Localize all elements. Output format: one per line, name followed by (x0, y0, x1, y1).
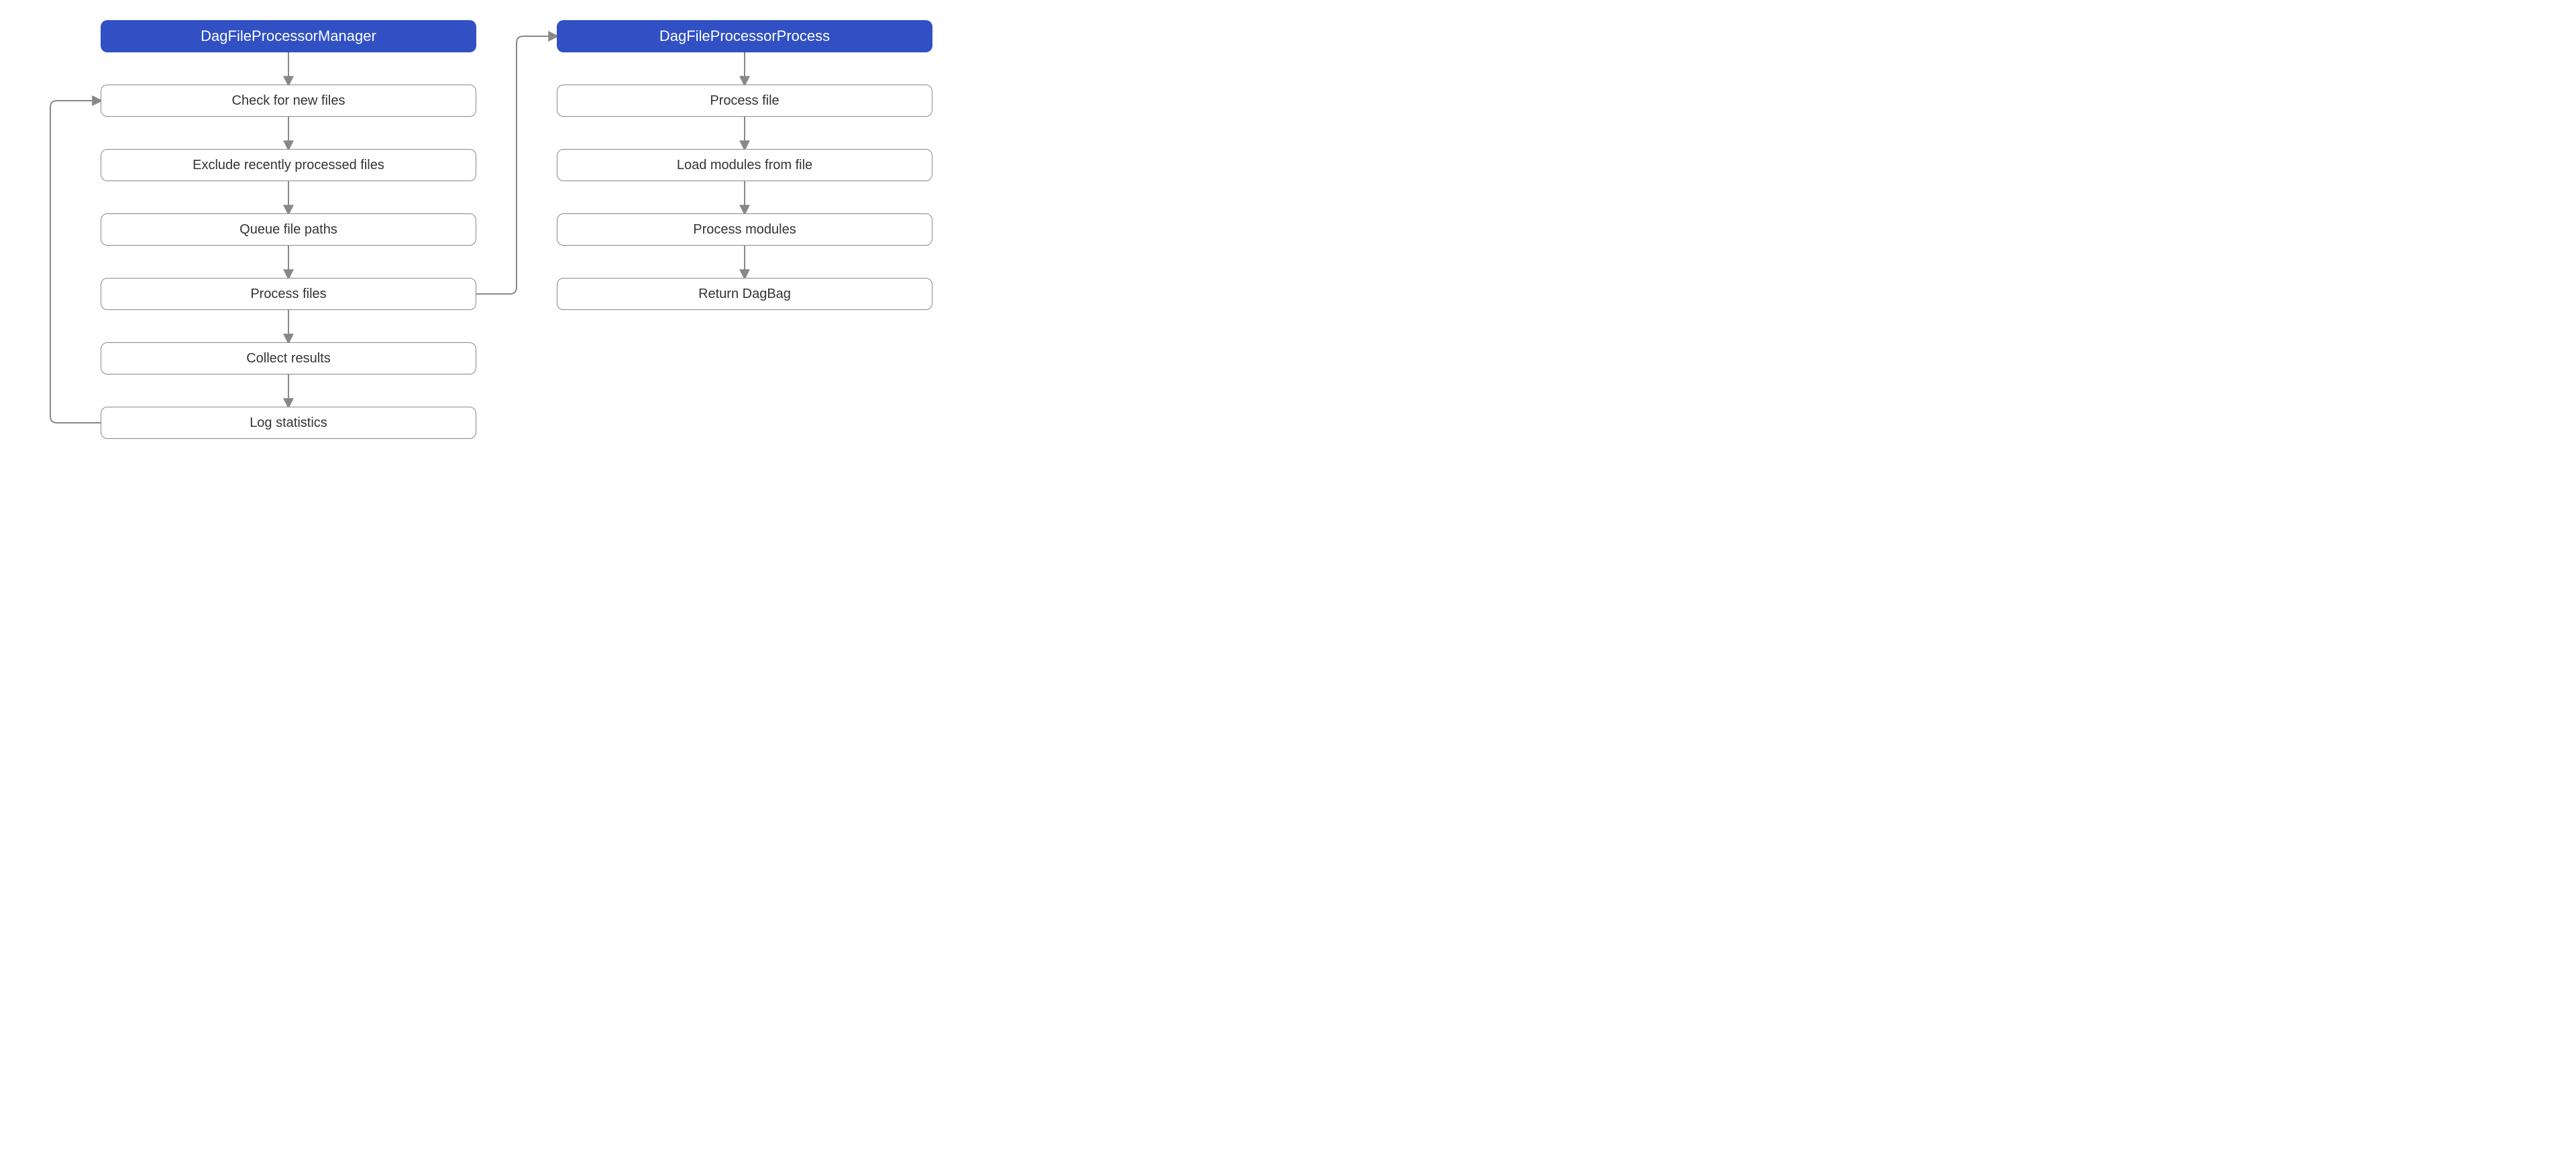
flow-node-excl: Exclude recently processed files (101, 149, 476, 181)
flow-node-ret: Return DagBag (557, 278, 932, 310)
flowchart-canvas: DagFileProcessorManager Check for new fil… (0, 0, 1030, 463)
flow-node-coll: Collect results (101, 342, 476, 374)
flow-node-queue: Queue file paths (101, 213, 476, 246)
flow-edge (476, 36, 557, 294)
flow-node-pfile: Process file (557, 85, 932, 117)
flow-node-procf: Process files (101, 278, 476, 310)
flow-node-check: Check for new files (101, 85, 476, 117)
flow-node-mgr: DagFileProcessorManager (101, 20, 476, 52)
flow-node-logs: Log statistics (101, 407, 476, 439)
flow-node-proc: DagFileProcessorProcess (557, 20, 932, 52)
flow-node-load: Load modules from file (557, 149, 932, 181)
flow-edge (50, 101, 101, 423)
flow-node-pmod: Process modules (557, 213, 932, 246)
